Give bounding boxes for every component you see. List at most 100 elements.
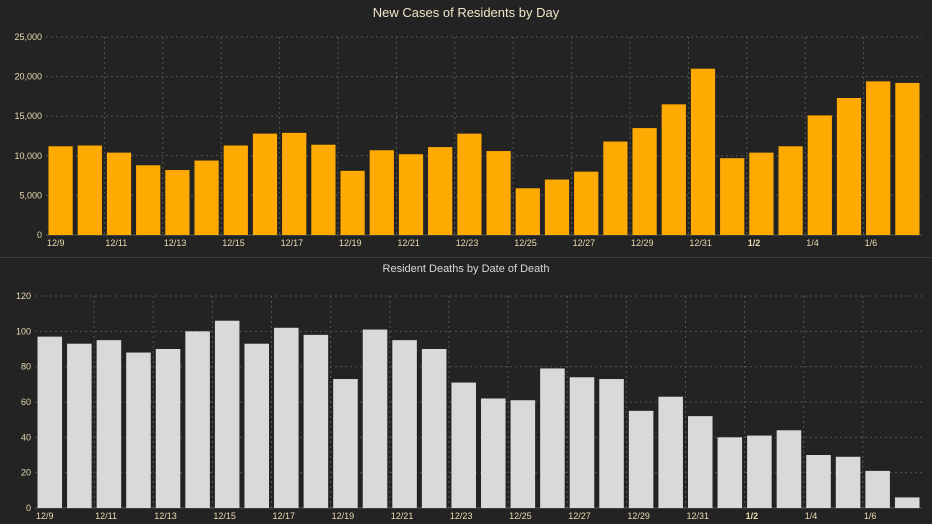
deaths-x-tick-label: 12/15 — [213, 511, 236, 521]
cases-x-tick-label: 12/23 — [456, 238, 479, 248]
deaths-bar-12-14 — [185, 331, 210, 508]
deaths-x-tick-label: 12/31 — [686, 511, 709, 521]
cases-x-tick-label: 12/29 — [631, 238, 654, 248]
cases-bar-12-16 — [252, 133, 278, 235]
deaths-bar-12-19 — [333, 379, 358, 508]
cases-x-tick-label: 12/9 — [47, 238, 65, 248]
cases-bar-1-4 — [807, 115, 832, 235]
cases-bar-12-11 — [106, 152, 132, 235]
cases-bar-12-29 — [632, 128, 657, 235]
deaths-bar-1-3 — [776, 430, 802, 508]
deaths-bar-12-22 — [421, 349, 447, 508]
deaths-bar-12-18 — [303, 334, 329, 508]
deaths-x-tick-label: 12/17 — [273, 511, 296, 521]
cases-bar-12-10 — [77, 145, 102, 235]
cases-bar-12-31 — [690, 68, 716, 236]
deaths-bar-12-21 — [392, 340, 417, 508]
cases-bar-12-13 — [165, 170, 190, 235]
cases-x-tick-label: 12/31 — [689, 238, 712, 248]
cases-x-tick-label: 1/4 — [806, 238, 819, 248]
cases-bar-12-27 — [574, 171, 599, 235]
deaths-x-tick-label: 1/4 — [805, 511, 818, 521]
deaths-y-tick-label: 80 — [21, 362, 31, 372]
deaths-bar-1-7 — [894, 497, 920, 508]
deaths-bar-1-2 — [747, 435, 772, 508]
cases-y-tick-label: 15,000 — [14, 111, 42, 121]
cases-y-tick-label: 20,000 — [14, 72, 42, 82]
deaths-bar-12-15 — [214, 320, 240, 508]
cases-bar-12-30 — [661, 104, 686, 235]
deaths-bar-12-9 — [37, 336, 63, 508]
deaths-bar-12-16 — [244, 343, 270, 508]
deaths-bar-12-27 — [569, 377, 595, 508]
cases-bar-1-6 — [866, 81, 891, 236]
deaths-x-tick-label: 1/6 — [864, 511, 877, 521]
cases-bar-1-5 — [836, 97, 862, 235]
deaths-bar-1-6 — [865, 470, 890, 508]
deaths-y-tick-label: 20 — [21, 468, 31, 478]
deaths-bar-12-31 — [687, 416, 713, 508]
cases-x-tick-label: 12/21 — [397, 238, 420, 248]
cases-bar-12-14 — [194, 160, 219, 235]
deaths-y-tick-label: 40 — [21, 432, 31, 442]
cases-x-tick-label: 1/6 — [865, 238, 878, 248]
cases-x-tick-label: 1/2 — [748, 238, 761, 248]
cases-y-tick-label: 25,000 — [14, 32, 42, 42]
deaths-x-tick-label: 12/25 — [509, 511, 532, 521]
deaths-y-tick-label: 60 — [21, 397, 31, 407]
cases-bar-12-19 — [340, 170, 365, 235]
deaths-x-tick-label: 12/11 — [95, 511, 117, 521]
deaths-x-tick-label: 12/23 — [450, 511, 473, 521]
cases-x-tick-label: 12/13 — [164, 238, 187, 248]
deaths-bar-12-11 — [96, 340, 122, 508]
cases-x-tick-label: 12/11 — [105, 238, 127, 248]
cases-bar-1-1 — [720, 158, 745, 235]
cases-bar-12-15 — [223, 145, 248, 235]
deaths-bar-12-29 — [628, 410, 654, 508]
cases-bar-12-17 — [282, 132, 307, 235]
deaths-y-tick-label: 100 — [16, 326, 31, 336]
cases-bar-12-26 — [544, 179, 570, 235]
deaths-bar-1-5 — [835, 456, 861, 508]
deaths-chart: 0 20 40 60 80 100 120 12/9 12/11 12/13 12/15 12/17 1… — [16, 291, 922, 521]
deaths-x-tick-label: 12/27 — [568, 511, 591, 521]
cases-bar-12-20 — [369, 150, 394, 235]
deaths-bar-12-12 — [126, 352, 151, 508]
cases-bar-12-28 — [603, 141, 628, 235]
cases-bar-12-23 — [457, 133, 482, 235]
cases-bar-12-24 — [486, 151, 511, 235]
cases-bar-12-25 — [515, 188, 540, 235]
cases-bar-12-9 — [48, 146, 73, 235]
cases-bar-12-21 — [398, 154, 424, 235]
deaths-chart-title: Resident Deaths by Date of Death — [382, 263, 550, 275]
deaths-bar-12-10 — [67, 343, 92, 508]
cases-x-tick-label: 12/15 — [222, 238, 245, 248]
cases-x-tick-label: 12/25 — [514, 238, 537, 248]
cases-bar-12-12 — [136, 165, 161, 235]
deaths-y-tick-label: 120 — [16, 291, 31, 301]
cases-bar-1-3 — [778, 146, 803, 235]
cases-bar-12-18 — [311, 144, 336, 235]
cases-y-tick-label: 5,000 — [19, 190, 42, 200]
new-cases-chart-panel: New Cases of Residents by Day 0 5,000 10,0… — [0, 0, 932, 257]
cases-bar-1-2 — [749, 152, 774, 235]
panel-divider — [0, 257, 932, 258]
deaths-x-tick-label: 1/2 — [746, 511, 759, 521]
cases-x-tick-label: 12/17 — [281, 238, 304, 248]
deaths-x-tick-label: 12/9 — [36, 511, 54, 521]
deaths-bar-1-1 — [717, 437, 743, 508]
deaths-bar-1-4 — [806, 455, 831, 508]
deaths-y-tick-label: 0 — [26, 503, 31, 513]
deaths-bar-12-17 — [274, 327, 299, 508]
cases-x-tick-label: 12/27 — [573, 238, 596, 248]
deaths-x-tick-label: 12/13 — [154, 511, 177, 521]
deaths-bar-12-26 — [540, 368, 565, 508]
deaths-x-tick-label: 12/19 — [332, 511, 355, 521]
cases-x-tick-label: 12/19 — [339, 238, 362, 248]
deaths-chart-panel: Resident Deaths by Date of Death 0 20 40 60… — [0, 258, 932, 524]
new-cases-chart-title: New Cases of Residents by Day — [372, 5, 560, 20]
deaths-bar-12-13 — [155, 349, 181, 508]
deaths-bar-12-30 — [658, 396, 683, 508]
cases-y-tick-label: 0 — [37, 230, 42, 240]
cases-bar-1-7 — [895, 82, 920, 235]
